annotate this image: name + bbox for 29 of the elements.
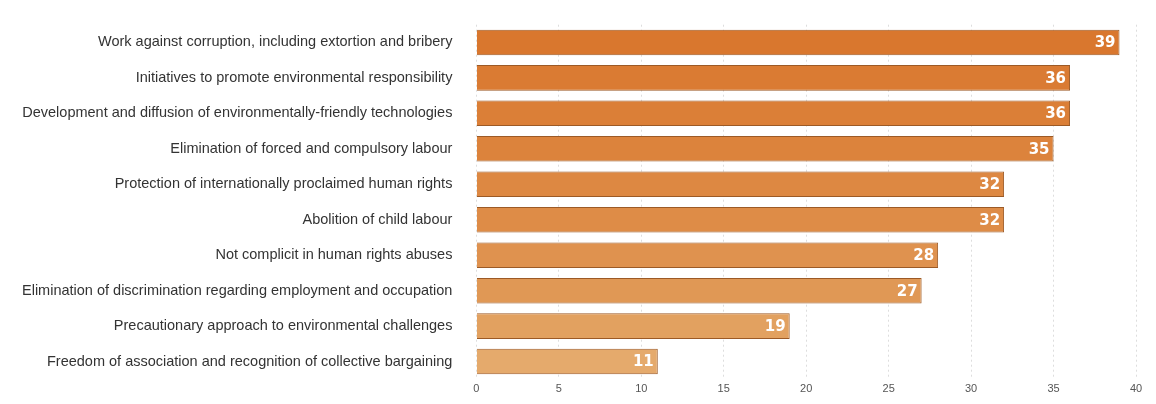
data-label: 36 [1045, 68, 1067, 87]
data-label: 28 [913, 246, 935, 265]
y-tick-label: Elimination of forced and compulsory labour [170, 139, 453, 156]
data-label: 27 [896, 281, 918, 300]
data-label: 35 [1028, 139, 1050, 158]
data-label: 11 [632, 352, 654, 371]
y-tick-label: Abolition of child labour [302, 210, 453, 227]
x-tick-label: 20 [800, 381, 813, 394]
y-tick-label: Development and diffusion of environmentally-friendly technologies [22, 104, 453, 121]
x-tick-label: 30 [964, 381, 978, 394]
x-tick-label: 5 [555, 381, 562, 394]
data-label: 36 [1045, 104, 1067, 123]
y-tick-label: Work against corruption, including extortion and bribery [98, 33, 454, 50]
y-tick-label: Initiatives to promote environmental responsibility [135, 68, 454, 85]
y-tick-label: Precautionary approach to environmental challenges [113, 317, 453, 334]
x-tick-label: 10 [635, 381, 648, 394]
y-tick-label: Not complicit in human rights abuses [215, 246, 453, 263]
x-tick-label: 25 [882, 381, 895, 394]
data-label: 19 [764, 317, 786, 335]
data-label: 39 [1094, 33, 1116, 52]
x-tick-label: 35 [1047, 381, 1060, 394]
x-tick-label: 15 [717, 381, 730, 394]
y-tick-label: Freedom of association and recognition of collective bargaining [46, 352, 453, 369]
y-tick-label: Protection of internationally proclaimed human rights [114, 175, 453, 192]
x-tick-label: 40 [1129, 381, 1143, 394]
data-label: 32 [979, 175, 1001, 194]
x-tick-label: 0 [473, 381, 480, 394]
y-tick-label: Elimination of discrimination regarding employment and occupation [21, 281, 453, 298]
data-label: 32 [979, 210, 1001, 229]
